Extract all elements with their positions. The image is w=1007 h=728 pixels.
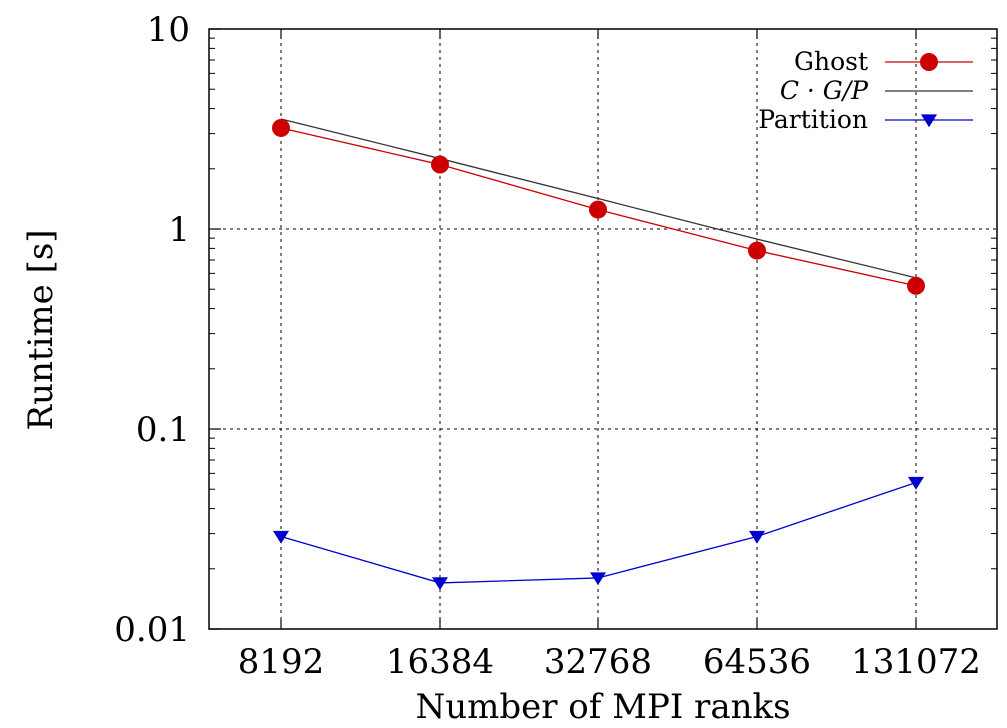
legend-swatch-marker [920,53,938,71]
x-tick-label: 8192 [238,642,325,682]
series-layer [272,118,925,591]
data-point [589,200,607,219]
data-point [431,155,449,174]
x-tick-label: 32768 [544,642,652,682]
legend-label: Partition [758,105,868,134]
y-tick-label: 10 [147,10,190,50]
legend-label: C · G/P [780,76,869,105]
series-line-3 [280,481,917,584]
y-axis-ticks: 0.01 0.1 1 10 [114,10,997,650]
grid [209,29,997,629]
x-tick-label: 131072 [851,642,981,682]
series-line-2 [280,118,917,279]
data-point [590,572,606,586]
x-axis-title: Number of MPI ranks [415,687,790,727]
x-tick-label: 64536 [703,642,811,682]
x-tick-label: 16384 [386,642,494,682]
data-point [907,276,925,295]
legend-swatch-marker [921,114,937,128]
x-axis-ticks: 8192 16384 32768 64536 131072 [238,29,981,682]
data-point [748,241,766,260]
y-tick-label: 0.01 [114,610,190,650]
y-axis-title: Runtime [s] [21,229,61,430]
plot-frame [208,28,998,630]
y-tick-label: 0.1 [136,410,190,450]
data-point [908,476,924,490]
data-point [432,577,448,591]
y-tick-label: 1 [168,210,190,250]
legend-label: Ghost [794,47,868,76]
data-point [749,530,765,544]
data-point [272,118,290,137]
data-point [273,530,289,544]
